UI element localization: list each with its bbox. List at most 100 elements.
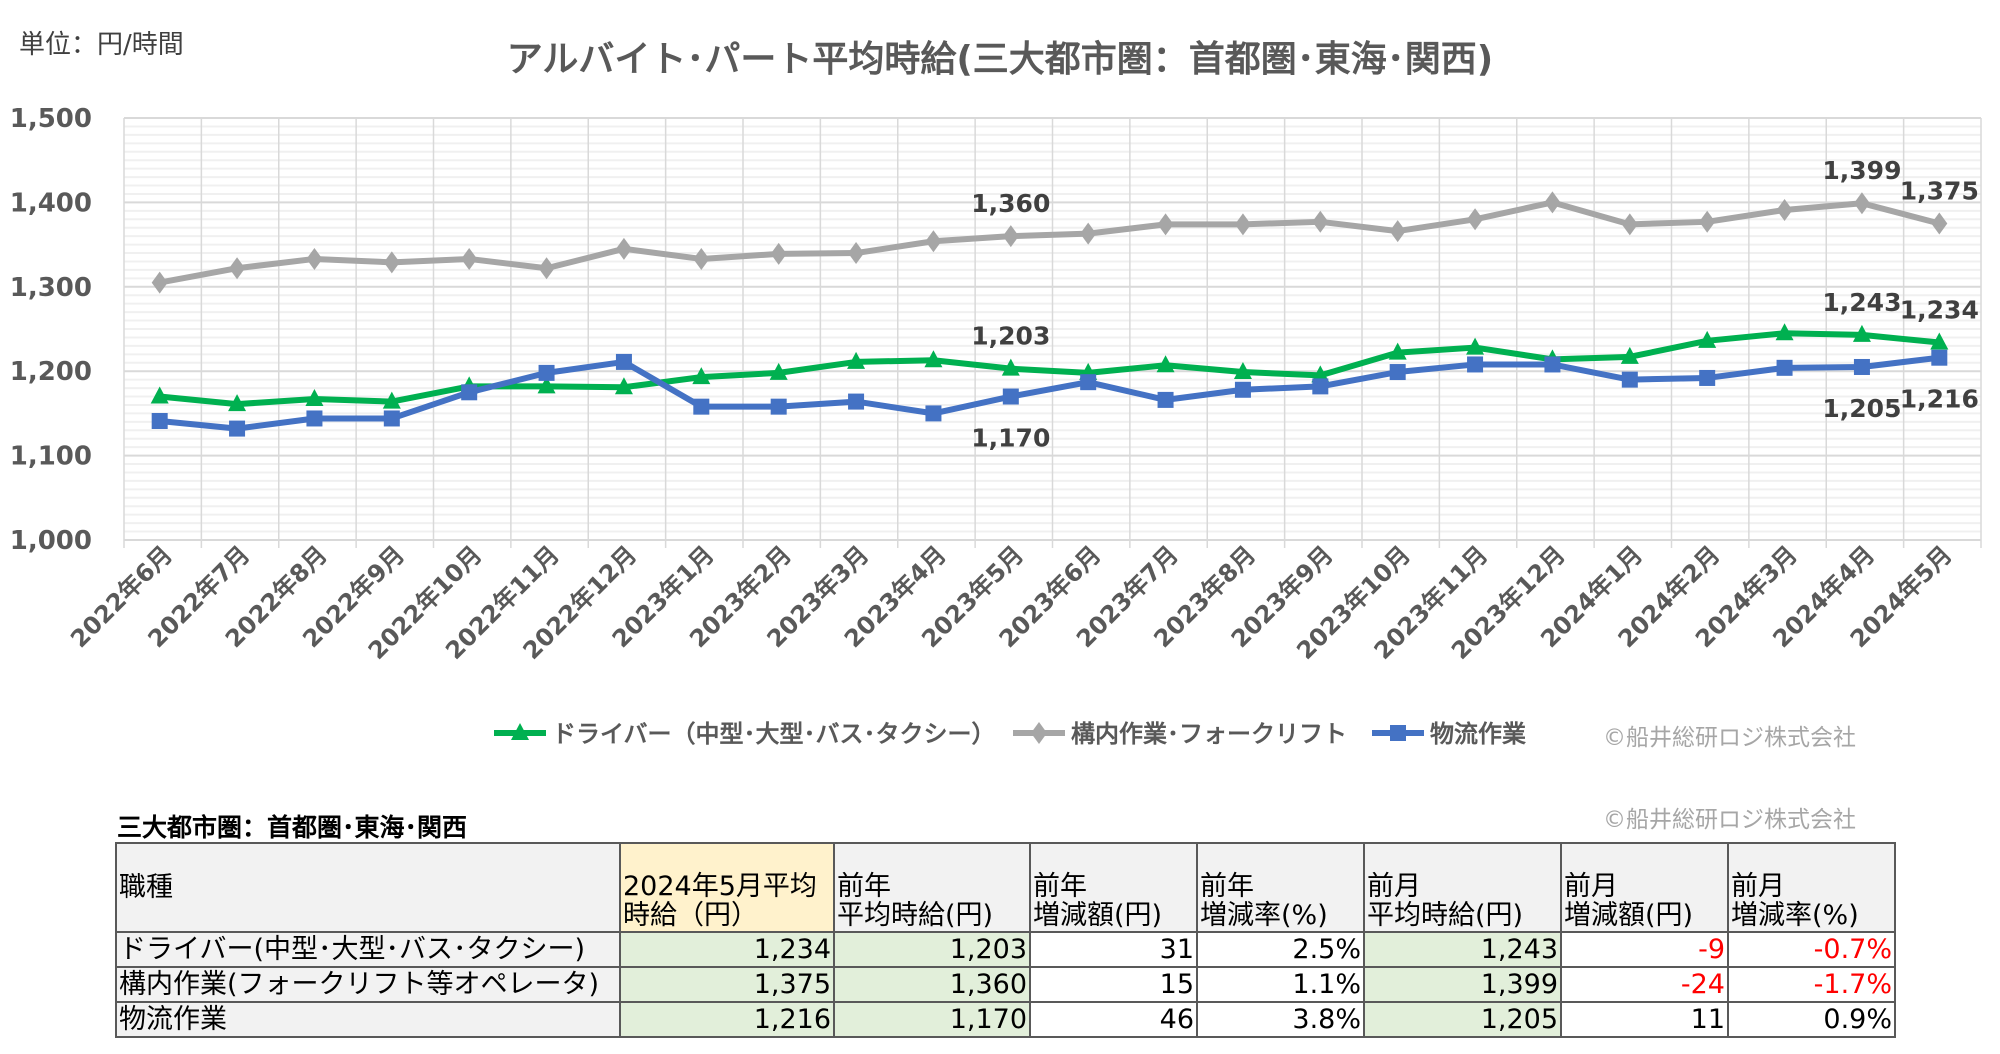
legend-label: 物流作業 — [1430, 720, 1526, 748]
y-tick-label: 1,300 — [10, 273, 92, 303]
data-point — [1853, 192, 1870, 215]
data-label: 1,205 — [1822, 394, 1901, 423]
data-point — [383, 410, 400, 427]
data-point — [1388, 342, 1407, 360]
data-point — [150, 386, 169, 404]
y-tick-label: 1,500 — [10, 104, 92, 134]
data-point — [1698, 330, 1717, 348]
cell-mom-diff: 11 — [1560, 1001, 1729, 1038]
data-point — [1931, 212, 1948, 235]
data-point — [1467, 356, 1484, 373]
cell-prev-year: 1,360 — [833, 966, 1031, 1003]
data-point — [925, 230, 942, 253]
data-point — [1080, 374, 1097, 391]
series-line — [159, 199, 1941, 286]
legend-label: ドライバー（中型･大型･バス･タクシー） — [552, 720, 996, 748]
cell-yoy-rate: 3.8% — [1196, 1001, 1365, 1038]
table-row: ドライバー(中型･大型･バス･タクシー) 1,234 1,203 31 2.5%… — [115, 931, 1896, 968]
cell-current: 1,234 — [619, 931, 835, 968]
header-current-wage: 2024年5月平均 時給（円） — [619, 842, 835, 933]
legend-marker-triangle-icon — [511, 723, 529, 740]
data-point — [924, 350, 943, 368]
data-point — [1157, 391, 1174, 408]
table-copyright: ©船井総研ロジ株式会社 — [1603, 807, 1856, 833]
series-square — [151, 349, 1948, 437]
series-diamond — [151, 191, 1948, 294]
legend-item: 構内作業･フォークリフト — [1013, 720, 1347, 748]
data-point — [693, 398, 710, 415]
data-point — [306, 410, 323, 427]
data-point — [770, 242, 787, 265]
legend-item: 物流作業 — [1372, 720, 1526, 748]
cell-prev-year: 1,203 — [833, 931, 1031, 968]
cell-mom-rate: -0.7% — [1727, 931, 1896, 968]
table-row: 物流作業 1,216 1,170 46 3.8% 1,205 11 0.9% — [115, 1001, 1896, 1038]
data-point — [1001, 358, 1020, 376]
data-point — [925, 405, 942, 422]
data-label: 1,360 — [971, 189, 1050, 218]
data-point — [1002, 225, 1019, 248]
data-point — [1776, 198, 1793, 221]
data-point — [1853, 358, 1870, 375]
data-point — [1389, 220, 1406, 243]
cell-current: 1,216 — [619, 1001, 835, 1038]
data-point — [1002, 388, 1019, 405]
chart-copyright: ©船井総研ロジ株式会社 — [1603, 725, 1856, 751]
data-point — [615, 237, 632, 260]
data-point — [848, 242, 865, 265]
wage-table: 職種 2024年5月平均 時給（円） 前年 平均時給(円) 前年 増減額(円) 前年増… — [115, 842, 1896, 1038]
data-point — [151, 271, 168, 294]
data-point — [383, 251, 400, 274]
data-point — [770, 398, 787, 415]
legend-item: ドライバー（中型･大型･バス･タクシー） — [494, 720, 996, 748]
data-point — [1621, 371, 1638, 388]
data-point — [1466, 337, 1485, 355]
data-point — [1544, 191, 1561, 214]
data-label: 1,234 — [1900, 296, 1979, 325]
data-point — [1931, 349, 1948, 366]
cell-job: ドライバー(中型･大型･バス･タクシー) — [115, 931, 621, 968]
header-prev-month-wage: 前月 平均時給(円) — [1363, 842, 1562, 933]
data-point — [1312, 378, 1329, 395]
legend-marker-square-icon — [1390, 725, 1406, 741]
data-point — [614, 377, 633, 395]
data-point — [1157, 213, 1174, 236]
data-point — [1930, 332, 1949, 350]
data-point — [692, 367, 711, 385]
data-point — [1156, 355, 1175, 373]
header-prev-month-rate: 前月 増減率(%) — [1727, 842, 1896, 933]
header-prev-year-rate: 前年 増減率(%) — [1196, 842, 1365, 933]
data-point — [538, 257, 555, 280]
unit-label: 単位：円/時間 — [19, 30, 184, 60]
data-point — [1389, 364, 1406, 381]
data-label: 1,399 — [1822, 156, 1901, 185]
data-point — [1467, 208, 1484, 231]
y-tick-label: 1,000 — [10, 526, 92, 556]
cell-prev-month: 1,243 — [1363, 931, 1562, 968]
series-line — [159, 354, 1940, 432]
data-point — [1699, 369, 1716, 386]
data-point — [1234, 213, 1251, 236]
data-point — [1312, 210, 1329, 233]
data-point — [537, 376, 556, 394]
y-tick-label: 1,200 — [10, 357, 92, 387]
data-point — [1311, 365, 1330, 383]
header-prev-month-diff: 前月 増減額(円) — [1560, 842, 1729, 933]
data-point — [1775, 323, 1794, 341]
cell-prev-month: 1,399 — [1363, 966, 1562, 1003]
header-prev-year-wage: 前年 平均時給(円) — [833, 842, 1031, 933]
cell-yoy-diff: 31 — [1029, 931, 1198, 968]
data-point — [1233, 362, 1252, 380]
data-point — [382, 391, 401, 409]
cell-yoy-rate: 1.1% — [1196, 966, 1365, 1003]
data-point — [228, 394, 247, 412]
data-point — [615, 353, 632, 370]
data-point — [229, 257, 246, 280]
data-label: 1,203 — [971, 322, 1050, 351]
y-tick-label: 1,400 — [10, 188, 92, 218]
data-point — [461, 247, 478, 270]
table-row: 構内作業(フォークリフト等オペレータ) 1,375 1,360 15 1.1% … — [115, 966, 1896, 1003]
data-point — [151, 412, 168, 429]
data-point — [1621, 213, 1638, 236]
